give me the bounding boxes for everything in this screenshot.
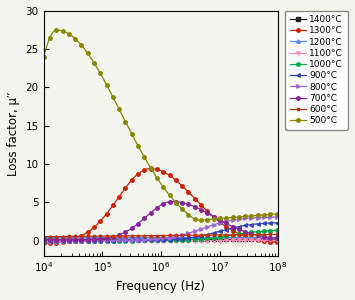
800°C: [42, 239, 46, 242]
1400°C: [164, 237, 169, 241]
600°C: [235, 233, 239, 237]
500°C: [175, 202, 180, 206]
1400°C: [119, 237, 123, 241]
Line: 1100°C: 1100°C: [42, 238, 280, 243]
1400°C: [42, 237, 46, 241]
Line: 500°C: 500°C: [42, 28, 280, 222]
600°C: [134, 234, 138, 238]
700°C: [276, 237, 280, 240]
500°C: [238, 215, 242, 219]
Y-axis label: Loss factor, μ′′: Loss factor, μ′′: [7, 91, 20, 176]
1400°C: [235, 237, 239, 241]
1100°C: [42, 240, 46, 244]
1300°C: [166, 172, 170, 176]
900°C: [134, 238, 138, 242]
700°C: [205, 211, 209, 215]
1300°C: [134, 173, 138, 177]
900°C: [174, 238, 178, 241]
1400°C: [276, 237, 280, 241]
1400°C: [134, 237, 138, 241]
700°C: [119, 232, 123, 236]
Line: 1200°C: 1200°C: [42, 236, 280, 239]
Line: 700°C: 700°C: [42, 200, 280, 242]
1100°C: [174, 239, 178, 243]
1400°C: [174, 237, 178, 241]
700°C: [237, 227, 241, 231]
500°C: [207, 218, 211, 221]
700°C: [42, 238, 46, 242]
900°C: [119, 239, 123, 242]
1000°C: [235, 232, 239, 236]
1300°C: [148, 167, 153, 170]
500°C: [194, 219, 198, 222]
1000°C: [204, 237, 208, 240]
1300°C: [119, 193, 123, 196]
Legend: 1400°C, 1300°C, 1200°C, 1100°C, 1000°C, 900°C, 800°C, 700°C, 600°C, 500°C: 1400°C, 1300°C, 1200°C, 1100°C, 1000°C, …: [285, 11, 348, 130]
1100°C: [119, 239, 123, 243]
500°C: [120, 114, 125, 117]
Line: 800°C: 800°C: [42, 215, 280, 242]
600°C: [164, 234, 169, 237]
1300°C: [42, 242, 46, 245]
600°C: [42, 235, 46, 238]
1300°C: [205, 209, 209, 213]
1200°C: [204, 236, 208, 239]
1200°C: [276, 236, 280, 239]
900°C: [235, 225, 239, 229]
500°C: [136, 144, 140, 148]
500°C: [276, 212, 280, 215]
1300°C: [276, 241, 280, 244]
900°C: [276, 221, 280, 224]
500°C: [54, 28, 58, 32]
1400°C: [204, 237, 208, 241]
800°C: [119, 238, 123, 242]
1100°C: [276, 238, 280, 242]
1000°C: [174, 238, 178, 242]
900°C: [42, 239, 46, 242]
900°C: [164, 238, 169, 242]
800°C: [174, 235, 178, 238]
Line: 1000°C: 1000°C: [42, 229, 280, 242]
1000°C: [276, 229, 280, 232]
1200°C: [42, 236, 46, 239]
1100°C: [235, 238, 239, 242]
700°C: [175, 200, 180, 204]
600°C: [174, 234, 178, 237]
800°C: [276, 215, 280, 219]
800°C: [134, 238, 138, 242]
Line: 1300°C: 1300°C: [42, 167, 280, 245]
1000°C: [119, 239, 123, 242]
1200°C: [235, 236, 239, 239]
800°C: [204, 226, 208, 229]
1200°C: [164, 236, 169, 239]
600°C: [119, 234, 123, 238]
700°C: [170, 200, 175, 203]
1100°C: [204, 239, 208, 242]
X-axis label: Frequency (Hz): Frequency (Hz): [116, 280, 205, 293]
1000°C: [42, 239, 46, 242]
1200°C: [119, 236, 123, 239]
500°C: [166, 191, 170, 195]
800°C: [235, 218, 239, 221]
1200°C: [174, 236, 178, 239]
1200°C: [134, 236, 138, 239]
1000°C: [164, 238, 169, 242]
900°C: [204, 233, 208, 237]
600°C: [276, 232, 280, 236]
Line: 900°C: 900°C: [42, 221, 280, 242]
Line: 1400°C: 1400°C: [42, 237, 280, 241]
1000°C: [134, 239, 138, 242]
600°C: [204, 233, 208, 237]
1100°C: [164, 239, 169, 243]
1300°C: [175, 180, 180, 183]
Line: 600°C: 600°C: [42, 233, 280, 239]
500°C: [42, 55, 46, 59]
1100°C: [134, 239, 138, 243]
700°C: [164, 201, 169, 204]
1300°C: [237, 232, 241, 236]
800°C: [164, 236, 169, 240]
700°C: [134, 223, 138, 226]
